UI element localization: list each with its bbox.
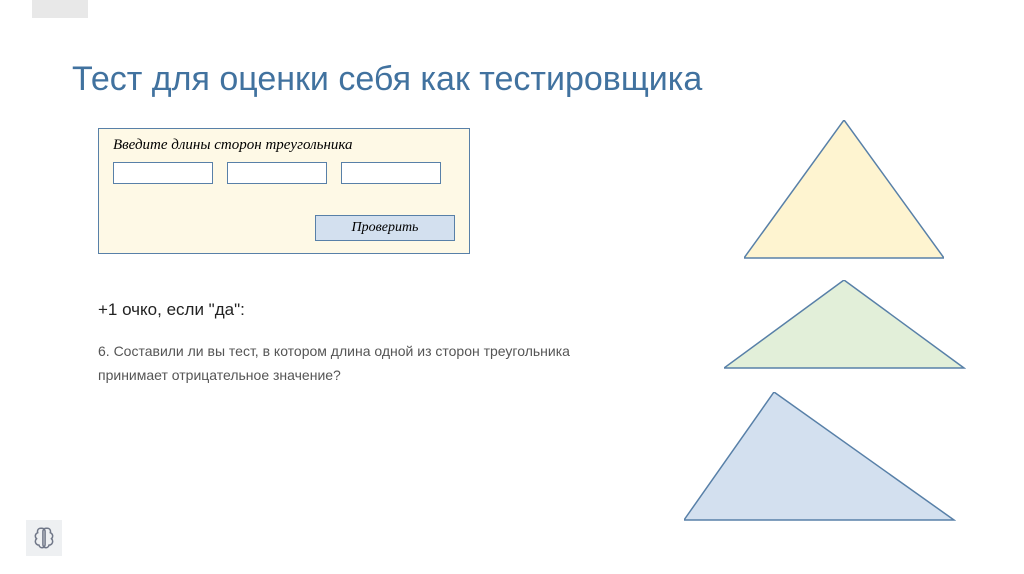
- check-button[interactable]: Проверить: [315, 215, 455, 241]
- question-text: 6. Составили ли вы тест, в котором длина…: [98, 340, 628, 388]
- side-b-input[interactable]: [227, 162, 327, 184]
- input-row: [113, 162, 455, 184]
- triangles-illustration: [664, 120, 984, 520]
- side-c-input[interactable]: [341, 162, 441, 184]
- triangle-equilateral: [744, 120, 944, 260]
- page-title: Тест для оценки себя как тестировщика: [72, 60, 702, 99]
- side-a-input[interactable]: [113, 162, 213, 184]
- score-label: +1 очко, если "да":: [98, 300, 245, 320]
- triangle-isosceles: [724, 280, 966, 370]
- slide-tab: [32, 0, 88, 18]
- brain-icon: [26, 520, 62, 556]
- triangle-scalene: [684, 392, 956, 522]
- triangle-form-panel: Введите длины сторон треугольника Провер…: [98, 128, 470, 254]
- form-instruction-label: Введите длины сторон треугольника: [113, 137, 455, 154]
